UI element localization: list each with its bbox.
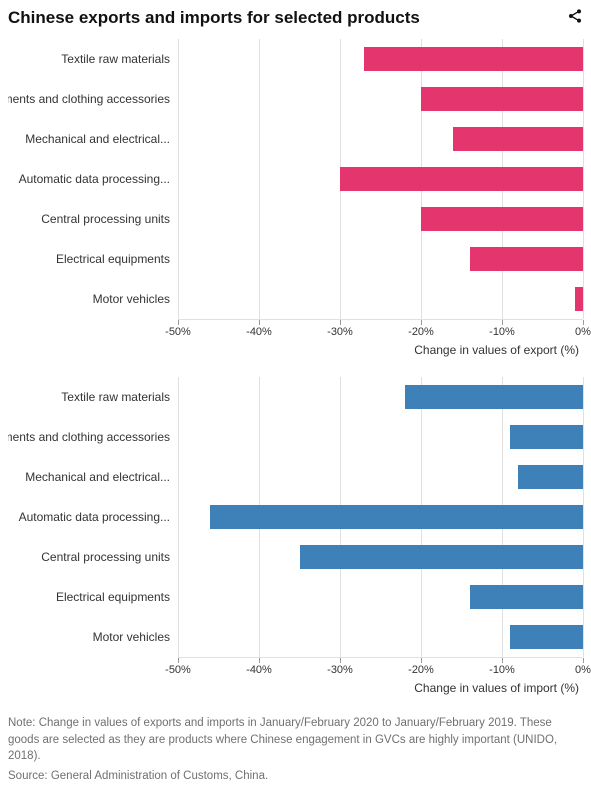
bar [210,505,583,529]
category-label: Electrical equipments [8,577,170,617]
x-tick-label: -50% [165,664,191,676]
x-tick-label: -40% [246,664,272,676]
share-icon[interactable] [567,8,583,29]
category-label: Garments and clothing accessories [8,417,170,457]
x-tick-label: -30% [327,326,353,338]
x-axis-title: Change in values of import (%) [178,681,583,695]
x-tick-label: -20% [408,326,434,338]
bar [575,287,583,311]
x-tick-label: -20% [408,664,434,676]
category-label: Textile raw materials [8,39,170,79]
x-tick-label: 0% [575,326,591,338]
charts-container: Textile raw materialsGarments and clothi… [8,39,583,695]
header: Chinese exports and imports for selected… [8,8,583,29]
bar [364,47,583,71]
footnote: Note: Change in values of exports and im… [8,715,583,785]
category-label: Automatic data processing... [8,159,170,199]
category-label: Mechanical and electrical... [8,457,170,497]
category-label: Central processing units [8,199,170,239]
category-label: Electrical equipments [8,239,170,279]
export-chart: Textile raw materialsGarments and clothi… [8,39,583,357]
bar [340,167,583,191]
bar [300,545,584,569]
source-label: Source: [8,770,48,782]
category-label: Mechanical and electrical... [8,119,170,159]
x-tick-label: -10% [489,664,515,676]
x-tick-label: -10% [489,326,515,338]
category-label: Motor vehicles [8,279,170,319]
category-label: Textile raw materials [8,377,170,417]
x-tick-label: -50% [165,326,191,338]
source-text: General Administration of Customs, China… [51,770,268,782]
x-axis-title: Change in values of export (%) [178,343,583,357]
bar [510,625,583,649]
bar [421,207,583,231]
category-label: Central processing units [8,537,170,577]
plot-area [178,377,583,657]
x-tick-label: 0% [575,664,591,676]
bar [518,465,583,489]
x-axis: -50%-40%-30%-20%-10%0% [178,319,583,339]
bar [470,585,583,609]
bar [421,87,583,111]
x-tick-label: -30% [327,664,353,676]
category-label: Automatic data processing... [8,497,170,537]
bar [453,127,583,151]
page-title: Chinese exports and imports for selected… [8,8,420,28]
note-label: Note: [8,717,36,729]
x-axis: -50%-40%-30%-20%-10%0% [178,657,583,677]
category-label: Motor vehicles [8,617,170,657]
category-label: Garments and clothing accessories [8,79,170,119]
bar [470,247,583,271]
bar [405,385,583,409]
bar [510,425,583,449]
plot-area [178,39,583,319]
note-text: Change in values of exports and imports … [8,717,557,762]
x-tick-label: -40% [246,326,272,338]
import-chart: Textile raw materialsGarments and clothi… [8,377,583,695]
